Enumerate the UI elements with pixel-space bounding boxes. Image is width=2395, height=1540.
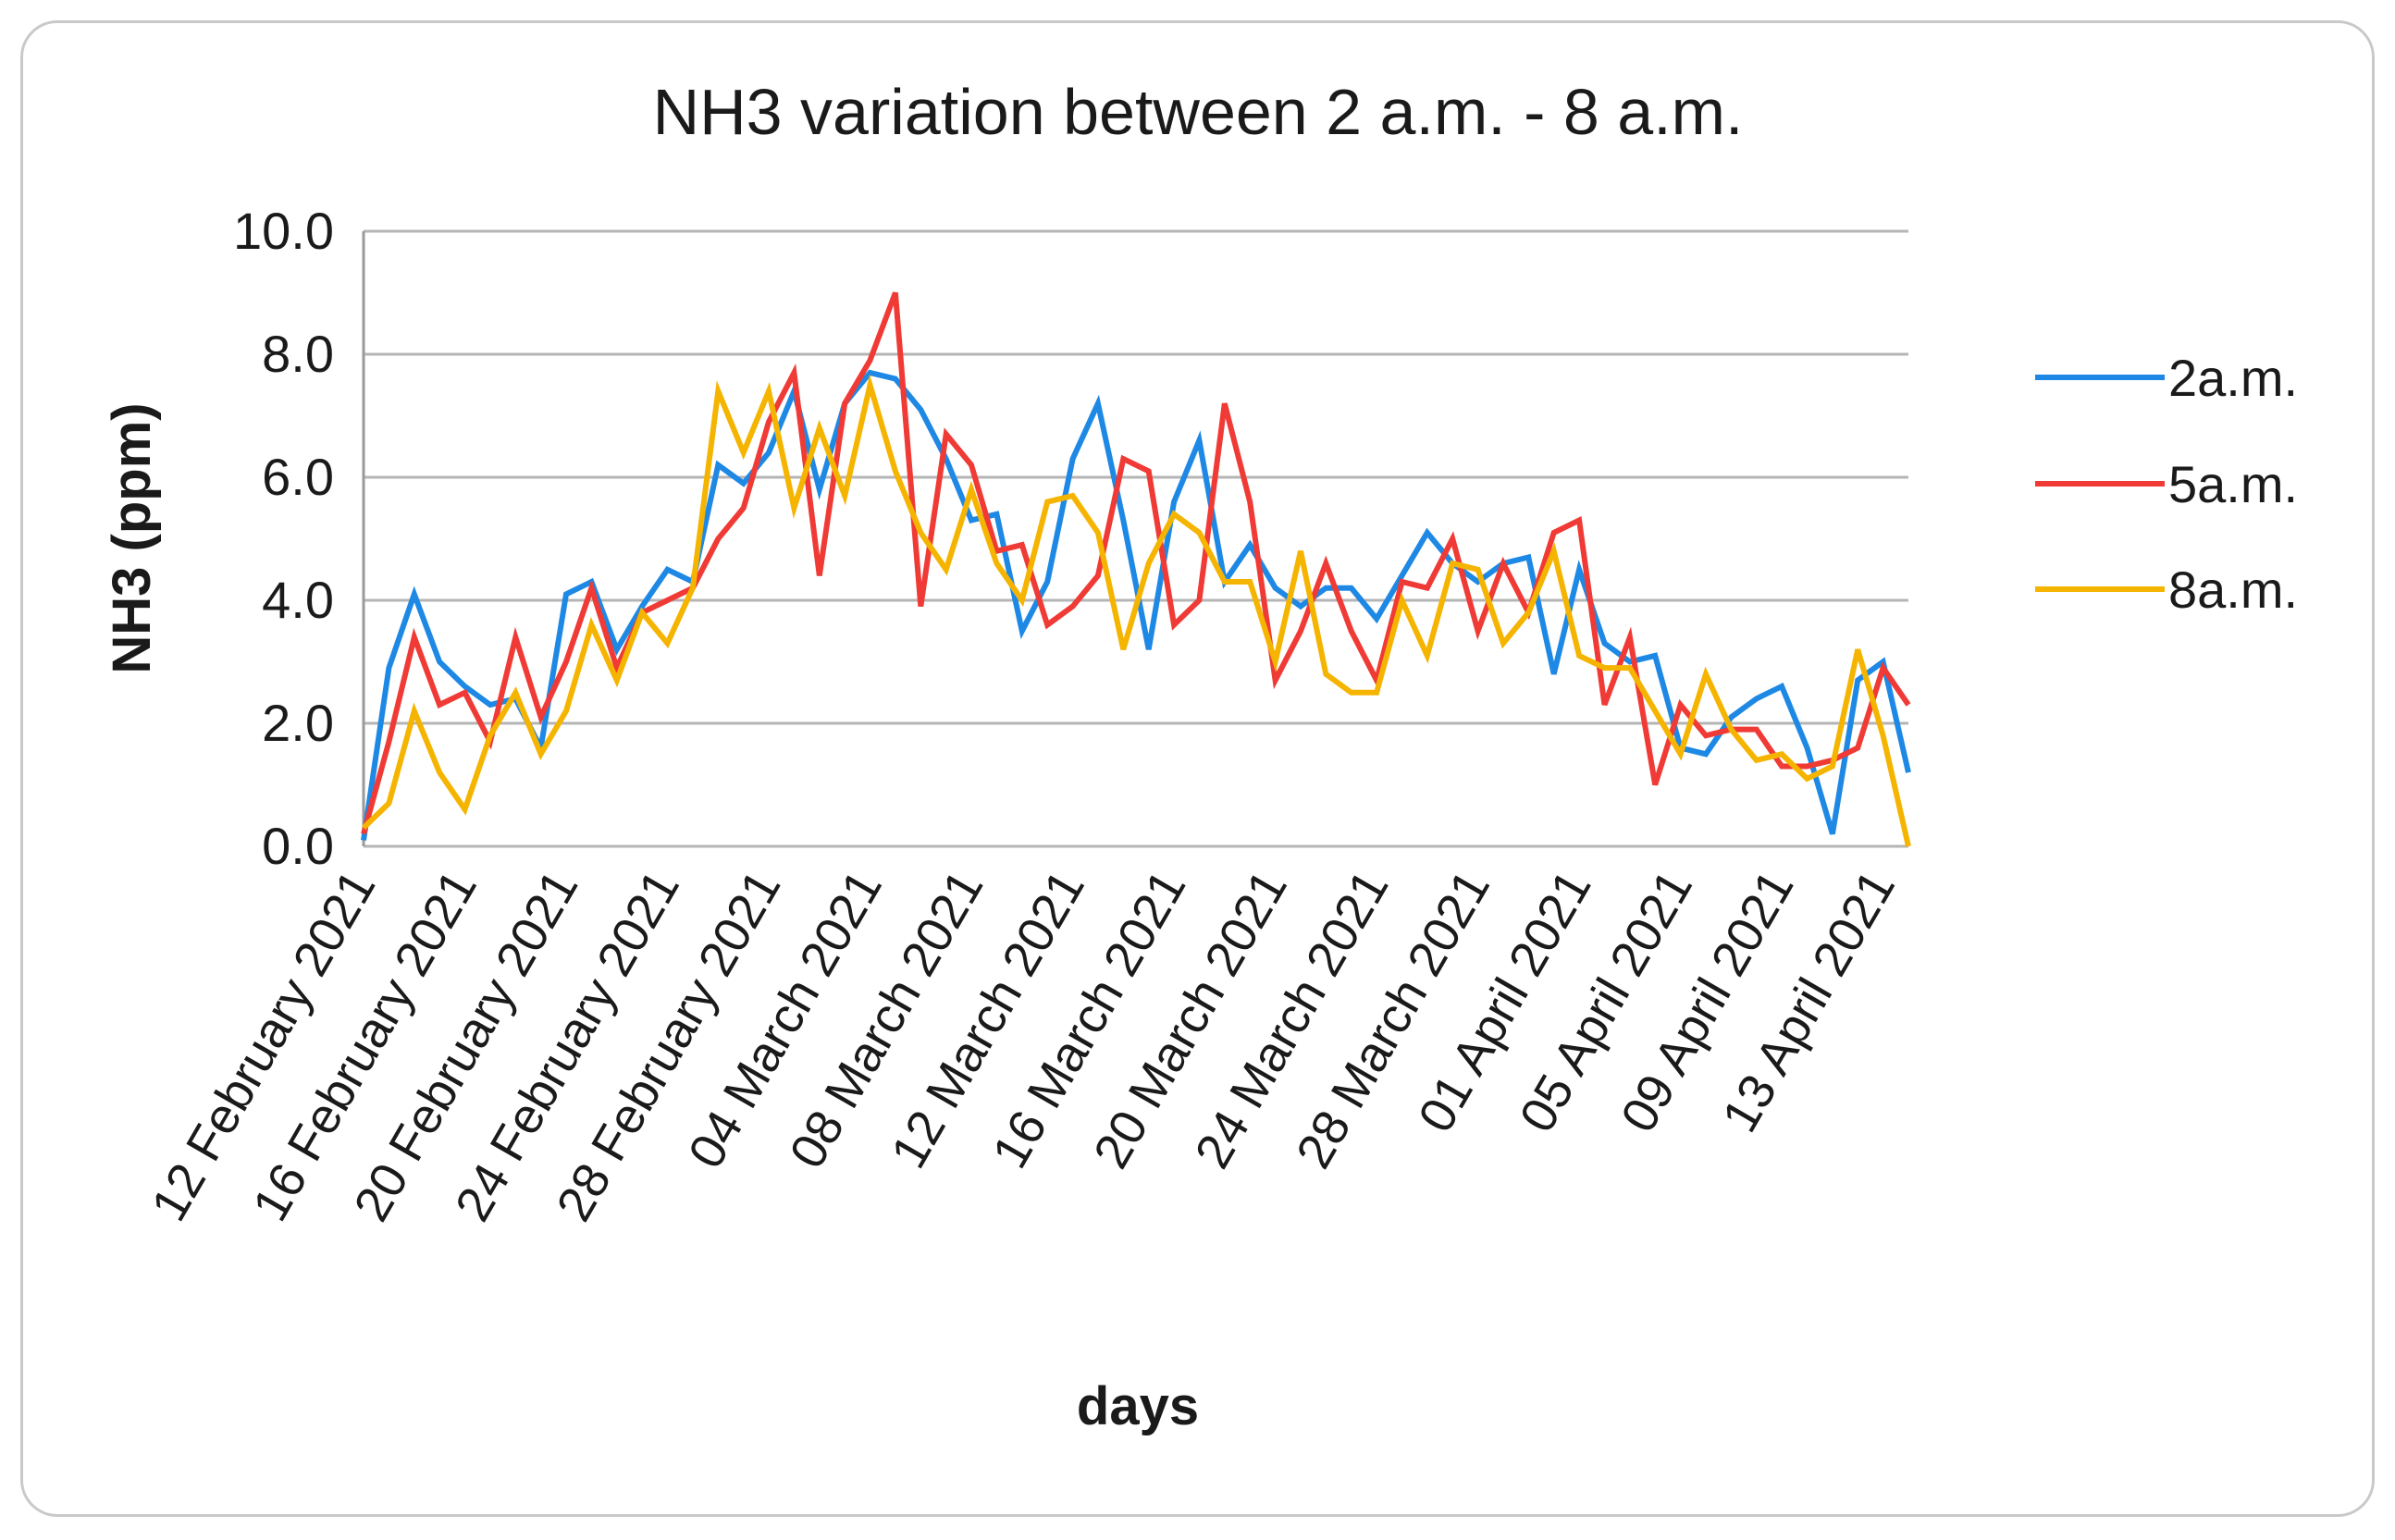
y-tick-label: 2.0	[262, 694, 334, 752]
gridlines	[362, 229, 1908, 848]
y-axis-ticks: 0.0 2.0 4.0 6.0 8.0 10.0	[233, 202, 334, 875]
chart-frame	[20, 20, 2375, 1517]
y-tick-label: 10.0	[233, 202, 334, 260]
series-line-2am	[361, 369, 1911, 841]
y-tick-label: 8.0	[262, 325, 334, 383]
x-axis-label: days	[1077, 1376, 1199, 1436]
y-tick-label: 0.0	[262, 817, 334, 875]
series-line-5am	[361, 291, 1911, 835]
chart-title: NH3 variation between 2 a.m. - 8 a.m.	[653, 76, 1744, 148]
legend-label: 8a.m.	[2168, 561, 2298, 619]
series-lines	[361, 291, 1911, 847]
y-axis-label: NH3 (ppm)	[102, 402, 162, 673]
legend-label: 2a.m.	[2168, 349, 2298, 407]
y-tick-label: 4.0	[262, 571, 334, 629]
legend-label: 5a.m.	[2168, 455, 2298, 513]
series-line-8am	[361, 374, 1911, 847]
y-tick-label: 6.0	[262, 448, 334, 506]
legend: 2a.m. 5a.m. 8a.m.	[2035, 349, 2298, 619]
